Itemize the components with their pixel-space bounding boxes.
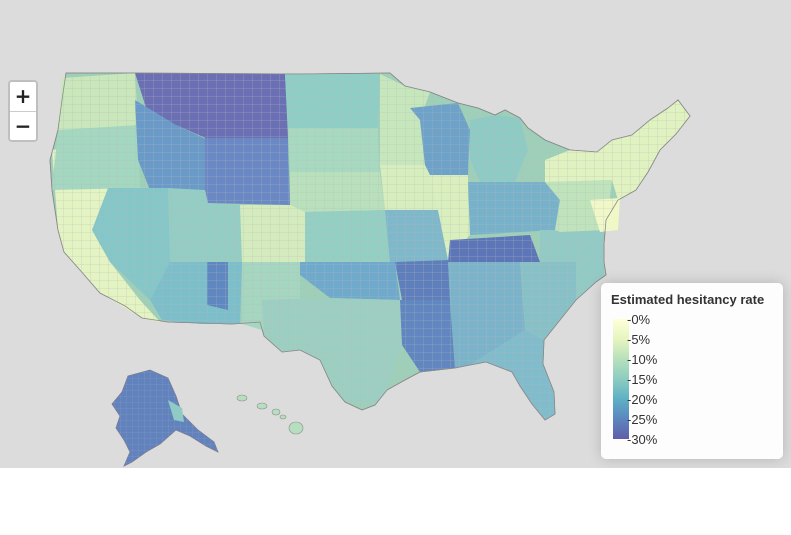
map-viewport[interactable]: + − Estimated hesitancy rate -0% -5% -10… (0, 0, 791, 468)
legend-label-25: -25% (627, 412, 658, 427)
zoom-control: + − (8, 80, 38, 142)
legend-color-ramp (613, 319, 629, 439)
zoom-out-button[interactable]: − (10, 111, 36, 140)
legend: Estimated hesitancy rate -0% -5% -10% -1… (601, 283, 783, 459)
legend-label-10: -10% (627, 352, 658, 367)
hawaii[interactable] (236, 394, 304, 435)
legend-label-15: -15% (627, 372, 658, 387)
zoom-in-button[interactable]: + (10, 82, 36, 111)
choropleth-map[interactable] (0, 0, 791, 468)
county-borders (49, 72, 691, 421)
legend-label-30: -30% (627, 432, 658, 447)
legend-label-0: -0% (627, 312, 651, 327)
legend-label-20: -20% (627, 392, 658, 407)
legend-label-5: -5% (627, 332, 651, 347)
alaska-borders (112, 370, 218, 466)
alaska-southeast (168, 400, 184, 422)
legend-title: Estimated hesitancy rate (611, 292, 765, 307)
